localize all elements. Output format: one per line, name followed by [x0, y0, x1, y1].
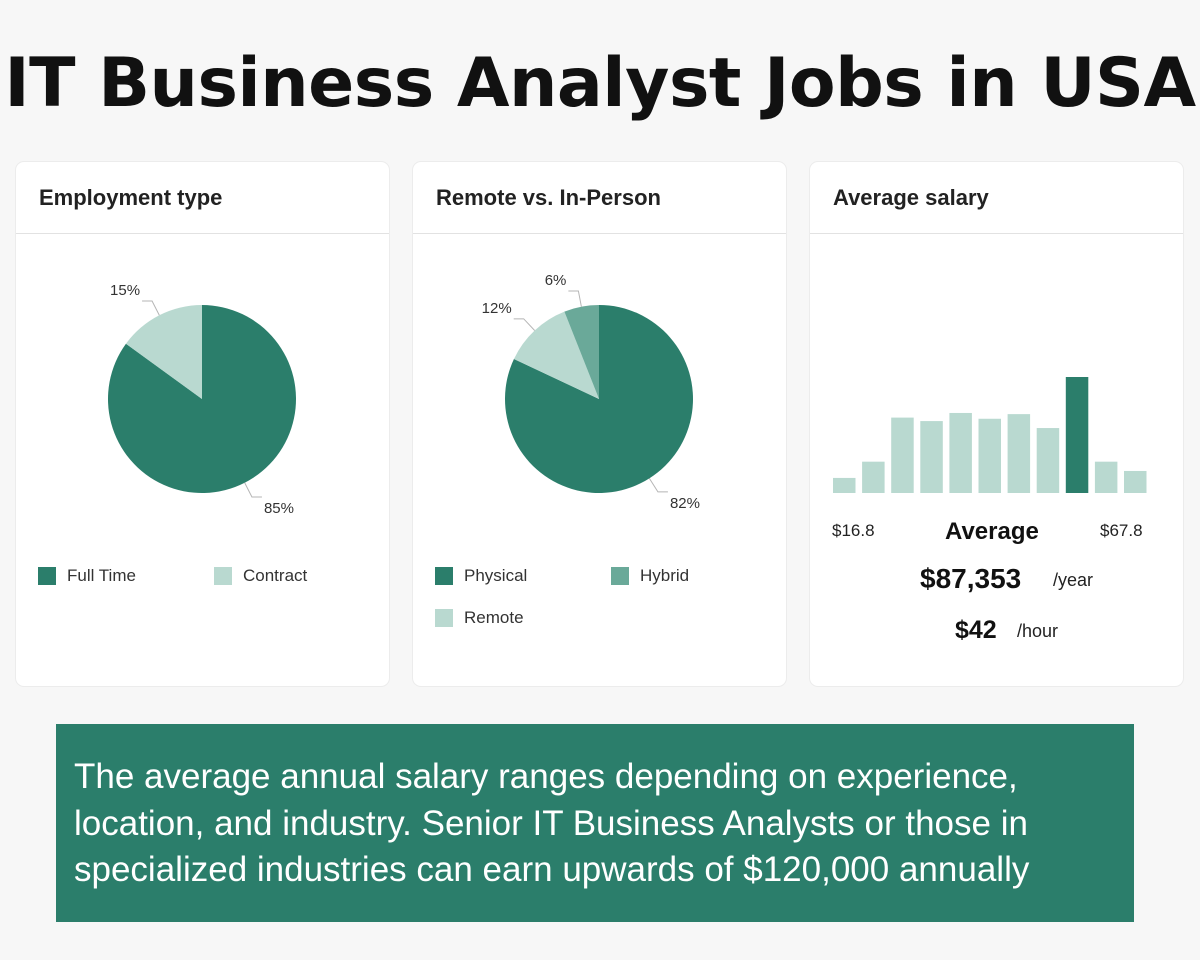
salary-bar: [891, 417, 914, 493]
salary-annual-unit: /year: [1053, 570, 1094, 590]
salary-bar: [833, 477, 856, 493]
pie-slice-physical: [505, 305, 693, 493]
pie-slice-contract: [125, 305, 202, 399]
page-title: IT Business Analyst Jobs in USA: [4, 44, 1196, 123]
pie-leader-full-time: [244, 482, 262, 498]
pie-leader-hybrid: [568, 290, 582, 307]
legend-label-hybrid: Hybrid: [640, 566, 690, 585]
pie-leader-contract: [142, 300, 160, 316]
pie-label-contract: 15%: [110, 282, 140, 299]
legend-swatch-contract: [214, 567, 232, 585]
salary-hourly-value: $42: [955, 616, 997, 644]
salary-bar: [978, 418, 1001, 493]
pie-label-physical: 82%: [670, 495, 700, 512]
legend-swatch-remote: [435, 609, 453, 627]
salary-average-label: Average: [945, 518, 1039, 545]
salary-bar: [1007, 414, 1031, 493]
salary-bar: [1094, 461, 1118, 493]
pie-slice-remote: [513, 311, 599, 399]
salary-annual-value: $87,353: [920, 563, 1022, 594]
salary-bar: [862, 461, 885, 493]
pie-leader-physical: [648, 478, 668, 493]
pie-label-hybrid: 6%: [545, 272, 567, 289]
legend-swatch-hybrid: [611, 567, 629, 585]
legend-label-physical: Physical: [464, 566, 528, 585]
salary-bar: [920, 421, 943, 493]
legend-swatch-full-time: [38, 567, 56, 585]
legend-remote: Remote: [435, 608, 524, 628]
salary-min-label: $16.8: [832, 521, 875, 540]
salary-bar: [949, 412, 972, 493]
summary-banner: The average annual salary ranges dependi…: [56, 724, 1134, 922]
legend-physical: Physical: [435, 566, 527, 586]
employment-type-pie: 85% 15%: [107, 282, 296, 517]
legend-contract: Contract: [214, 566, 307, 586]
salary-hourly-unit: /hour: [1017, 621, 1059, 641]
average-salary-card: Average salary $16.8 Average $67.8 $87,3…: [810, 162, 1183, 686]
employment-type-card: Employment type 85% 15% Full Time Contrac…: [16, 162, 389, 686]
employment-type-title: Employment type: [16, 162, 389, 234]
pie-slice-hybrid: [564, 305, 599, 399]
remote-vs-in-person-card: Remote vs. In-Person 82% 12% 6% Physical H…: [413, 162, 786, 686]
remote-vs-in-person-title: Remote vs. In-Person: [413, 162, 786, 234]
pie-leader-remote: [513, 318, 536, 331]
remote-vs-in-person-pie: 82% 12% 6%: [482, 272, 700, 512]
salary-max-label: $67.8: [1100, 521, 1143, 540]
pie-label-full-time: 85%: [264, 500, 294, 517]
legend-label-contract: Contract: [243, 566, 308, 585]
salary-histogram: [833, 377, 1147, 493]
salary-bar: [1065, 377, 1089, 493]
pie-label-remote: 12%: [482, 300, 512, 317]
legend-full-time: Full Time: [38, 566, 136, 586]
salary-bar: [1036, 428, 1060, 493]
salary-bar: [1124, 470, 1147, 493]
legend-label-full-time: Full Time: [67, 566, 136, 585]
average-salary-title: Average salary: [810, 162, 1183, 234]
legend-swatch-physical: [435, 567, 453, 585]
legend-label-remote: Remote: [464, 608, 524, 627]
legend-hybrid: Hybrid: [611, 566, 689, 586]
